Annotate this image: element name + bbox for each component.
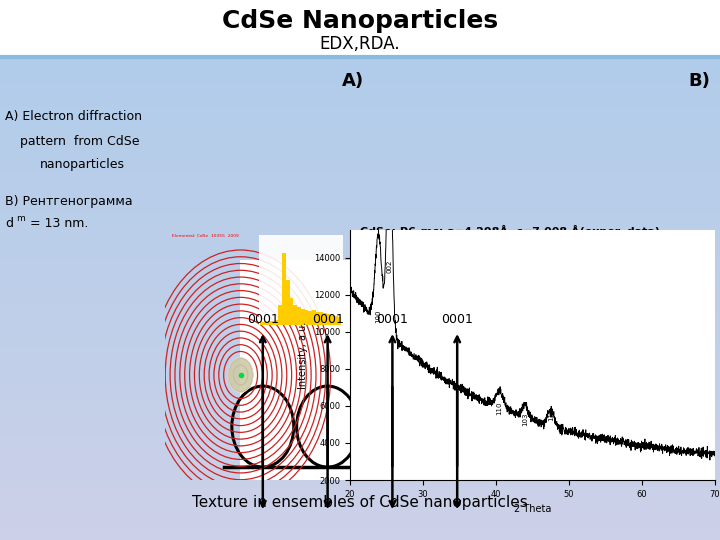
Text: pattern  from CdSe: pattern from CdSe <box>20 135 140 148</box>
Text: CdSe:  P6₃mc; a=4.292 Å, c=7.017 Å (ICSD): CdSe: P6₃mc; a=4.292 Å, c=7.017 Å (ICSD) <box>360 245 631 257</box>
Text: = 13 nm.: = 13 nm. <box>26 217 89 230</box>
Text: d: d <box>5 217 13 230</box>
Text: A) Electron diffraction: A) Electron diffraction <box>5 110 142 123</box>
Text: 0001: 0001 <box>312 313 343 326</box>
Text: A): A) <box>342 72 364 90</box>
Text: CdSe Nanoparticles: CdSe Nanoparticles <box>222 9 498 33</box>
Text: 0001: 0001 <box>247 313 279 326</box>
Text: Texture in ensembles of CdSe nanoparticles: Texture in ensembles of CdSe nanoparticl… <box>192 495 528 510</box>
Text: B) Рентгенограмма: B) Рентгенограмма <box>5 195 132 208</box>
Text: B): B) <box>688 72 710 90</box>
Text: m: m <box>16 214 24 223</box>
Text: EDX,RDA.: EDX,RDA. <box>320 35 400 53</box>
Text: CdSe: P6₃mc; a=4.298Å, c=7.008 Å(exper. data): CdSe: P6₃mc; a=4.298Å, c=7.008 Å(exper. … <box>360 225 660 237</box>
Text: 0001: 0001 <box>441 313 473 326</box>
Text: 0001: 0001 <box>377 313 408 326</box>
FancyBboxPatch shape <box>240 260 560 480</box>
Text: nanoparticles: nanoparticles <box>40 158 125 171</box>
FancyBboxPatch shape <box>0 0 720 57</box>
